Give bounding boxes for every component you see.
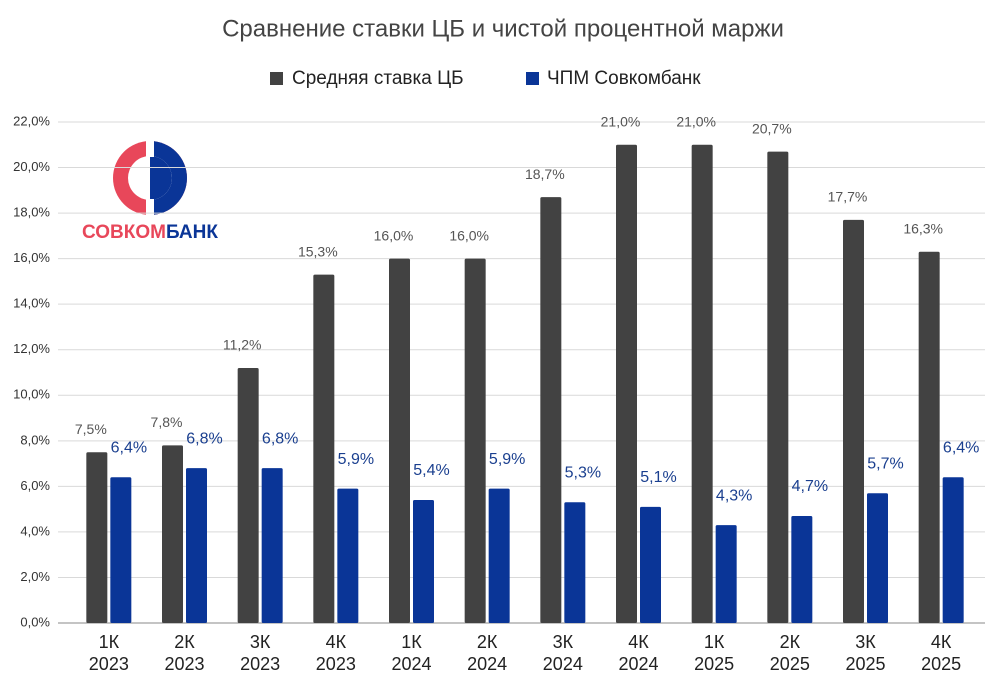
y-tick-label: 18,0% xyxy=(13,205,50,220)
y-tick-label: 0,0% xyxy=(20,614,50,629)
x-tick-label: 2023 xyxy=(164,654,204,674)
value-label: 5,3% xyxy=(565,465,601,482)
value-label: 16,0% xyxy=(449,227,489,243)
value-label: 5,7% xyxy=(867,455,903,472)
legend-swatch xyxy=(526,72,539,85)
legend-swatch xyxy=(270,72,283,85)
value-label: 6,8% xyxy=(262,430,298,447)
value-label: 7,8% xyxy=(151,414,183,430)
value-label: 11,2% xyxy=(223,337,262,353)
x-tick-label: 2025 xyxy=(921,654,961,674)
y-tick-label: 14,0% xyxy=(13,296,50,311)
value-label: 5,1% xyxy=(640,469,676,486)
x-tick-label: 2023 xyxy=(240,654,280,674)
x-tick-label: 2К xyxy=(780,632,801,652)
logo-text: СОВКОМБАНК xyxy=(82,222,218,243)
chart-title: Сравнение ставки ЦБ и чистой процентной … xyxy=(222,15,784,42)
value-label: 15,3% xyxy=(298,243,338,259)
logo-icon xyxy=(113,141,187,215)
value-label: 16,0% xyxy=(374,227,414,243)
value-label: 5,4% xyxy=(413,462,449,479)
value-label: 6,8% xyxy=(186,430,222,447)
value-label: 20,7% xyxy=(752,120,792,136)
x-tick-label: 2025 xyxy=(694,654,734,674)
value-label: 16,3% xyxy=(903,221,943,237)
bar xyxy=(186,468,207,623)
x-tick-label: 2024 xyxy=(618,654,658,674)
bar xyxy=(110,477,132,623)
x-tick-label: 2024 xyxy=(391,654,431,674)
y-tick-label: 20,0% xyxy=(13,159,50,174)
x-tick-label: 2023 xyxy=(89,654,129,674)
y-tick-label: 10,0% xyxy=(13,387,50,402)
x-tick-label: 3К xyxy=(250,632,271,652)
value-label: 4,3% xyxy=(716,487,752,504)
y-tick-label: 12,0% xyxy=(13,341,50,356)
legend-label: Средняя ставка ЦБ xyxy=(292,68,464,89)
y-tick-label: 6,0% xyxy=(20,478,50,493)
bar xyxy=(86,452,108,623)
y-tick-label: 4,0% xyxy=(20,523,50,538)
value-label: 6,4% xyxy=(943,439,979,456)
value-label: 6,4% xyxy=(111,439,147,456)
bar xyxy=(918,251,940,623)
bar xyxy=(389,258,410,623)
bar xyxy=(616,144,637,624)
bar xyxy=(691,144,713,624)
bar xyxy=(791,515,813,623)
bar xyxy=(237,367,259,623)
y-tick-label: 16,0% xyxy=(13,250,50,265)
bar xyxy=(313,274,335,623)
x-tick-label: 4К xyxy=(326,632,347,652)
bar xyxy=(488,488,510,623)
value-label: 21,0% xyxy=(676,113,716,129)
logo-part: БАНК xyxy=(166,222,218,243)
value-label: 7,5% xyxy=(75,421,107,437)
y-tick-label: 8,0% xyxy=(20,432,50,447)
bar xyxy=(564,502,586,623)
x-tick-label: 2025 xyxy=(845,654,885,674)
x-tick-label: 2024 xyxy=(543,654,583,674)
x-tick-label: 3К xyxy=(855,632,876,652)
bar xyxy=(867,493,888,623)
x-tick-label: 4К xyxy=(628,632,649,652)
value-label: 5,9% xyxy=(489,451,525,468)
value-label: 18,7% xyxy=(525,166,565,182)
bar xyxy=(640,506,661,623)
x-tick-label: 2024 xyxy=(467,654,507,674)
bar xyxy=(337,488,359,623)
bar xyxy=(261,468,283,623)
bar xyxy=(715,525,737,623)
legend-label: ЧПМ Совкомбанк xyxy=(547,68,701,89)
x-tick-label: 4К xyxy=(931,632,952,652)
bar xyxy=(413,500,434,623)
bar xyxy=(767,151,789,623)
x-tick-label: 1К xyxy=(99,632,120,652)
bar xyxy=(464,258,486,623)
value-label: 21,0% xyxy=(601,113,641,129)
value-label: 4,7% xyxy=(792,478,828,495)
x-tick-label: 2025 xyxy=(770,654,810,674)
value-label: 5,9% xyxy=(338,451,374,468)
x-tick-label: 2К xyxy=(174,632,195,652)
x-tick-label: 2023 xyxy=(316,654,356,674)
y-tick-label: 2,0% xyxy=(20,569,50,584)
bar xyxy=(843,219,864,623)
value-label: 17,7% xyxy=(828,189,868,205)
x-tick-label: 1К xyxy=(704,632,725,652)
bar xyxy=(162,445,183,623)
x-tick-label: 2К xyxy=(477,632,498,652)
x-tick-label: 3К xyxy=(553,632,574,652)
logo-part: СОВКОМ xyxy=(82,222,166,243)
x-tick-label: 1К xyxy=(401,632,422,652)
bar xyxy=(942,477,964,623)
y-tick-label: 22,0% xyxy=(13,113,50,128)
bar xyxy=(540,197,562,623)
